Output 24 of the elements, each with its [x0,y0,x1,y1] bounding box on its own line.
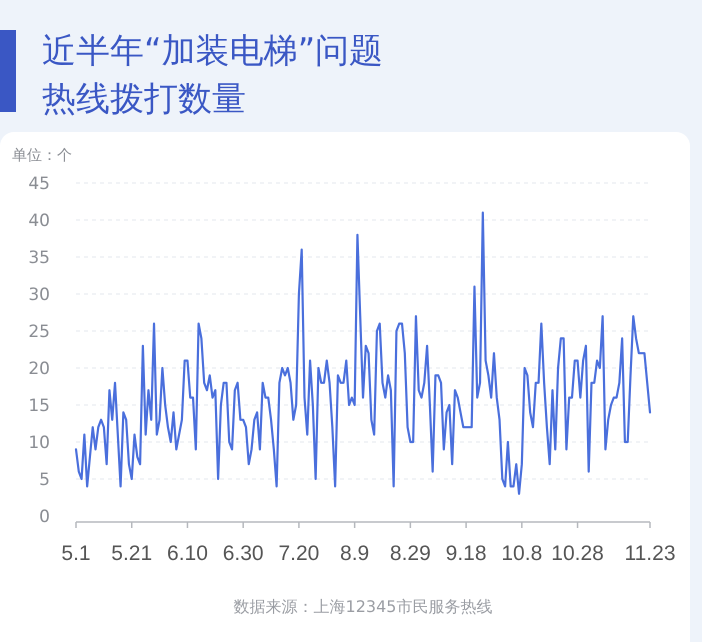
y-tick-label: 35 [28,248,50,268]
x-tick-label: 5.1 [61,542,91,565]
x-tick-label: 10.8 [501,542,542,565]
x-tick-label: 10.28 [551,542,604,565]
y-tick-label: 10 [28,433,50,453]
x-tick-label: 8.9 [340,542,370,565]
source-note: 数据来源：上海12345市民服务热线 [234,597,492,616]
y-tick-label: 40 [28,211,50,231]
y-tick-label: 45 [28,174,50,194]
x-tick-label: 8.29 [390,542,431,565]
y-tick-label: 0 [39,507,50,527]
x-tick-label: 6.30 [222,542,264,565]
y-tick-label: 5 [39,470,50,490]
x-tick-label: 6.10 [167,542,208,565]
x-tick-label: 11.23 [624,542,676,565]
y-tick-label: 15 [28,396,50,416]
y-tick-label: 20 [28,359,50,379]
chart-title: 近半年“加装电梯”问题热线拨打数量 [42,31,384,119]
x-tick-label: 5.21 [111,542,152,565]
y-tick-label: 30 [28,285,50,305]
x-tick-label: 7.20 [278,542,320,565]
y-tick-label: 25 [28,322,50,342]
y-axis-title: 单位：个 [12,146,72,164]
x-tick-label: 9.18 [446,542,487,565]
